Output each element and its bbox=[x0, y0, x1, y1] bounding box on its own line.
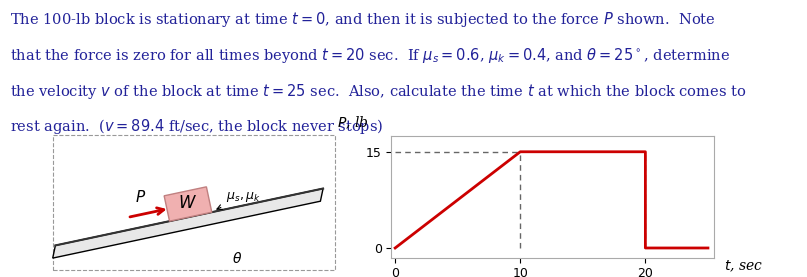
Polygon shape bbox=[164, 187, 211, 221]
Text: the velocity $v$ of the block at time $t = 25$ sec.  Also, calculate the time $t: the velocity $v$ of the block at time $t… bbox=[10, 81, 746, 101]
Text: $W$: $W$ bbox=[178, 196, 198, 212]
Polygon shape bbox=[52, 189, 323, 258]
Text: $\mu_s, \mu_k$: $\mu_s, \mu_k$ bbox=[217, 190, 261, 209]
Text: rest again.  ($v = 89.4$ ft/sec, the block never stops): rest again. ($v = 89.4$ ft/sec, the bloc… bbox=[10, 117, 383, 136]
Text: $t$, sec: $t$, sec bbox=[724, 258, 763, 274]
Text: $\theta$: $\theta$ bbox=[232, 251, 242, 266]
Text: The 100-lb block is stationary at time $t = 0$, and then it is subjected to the : The 100-lb block is stationary at time $… bbox=[10, 10, 715, 29]
Y-axis label: $P$, lb: $P$, lb bbox=[337, 114, 369, 131]
Text: that the force is zero for all times beyond $t = 20$ sec.  If $\mu_s = 0.6$, $\m: that the force is zero for all times bey… bbox=[10, 46, 730, 65]
Text: $P$: $P$ bbox=[135, 189, 146, 205]
